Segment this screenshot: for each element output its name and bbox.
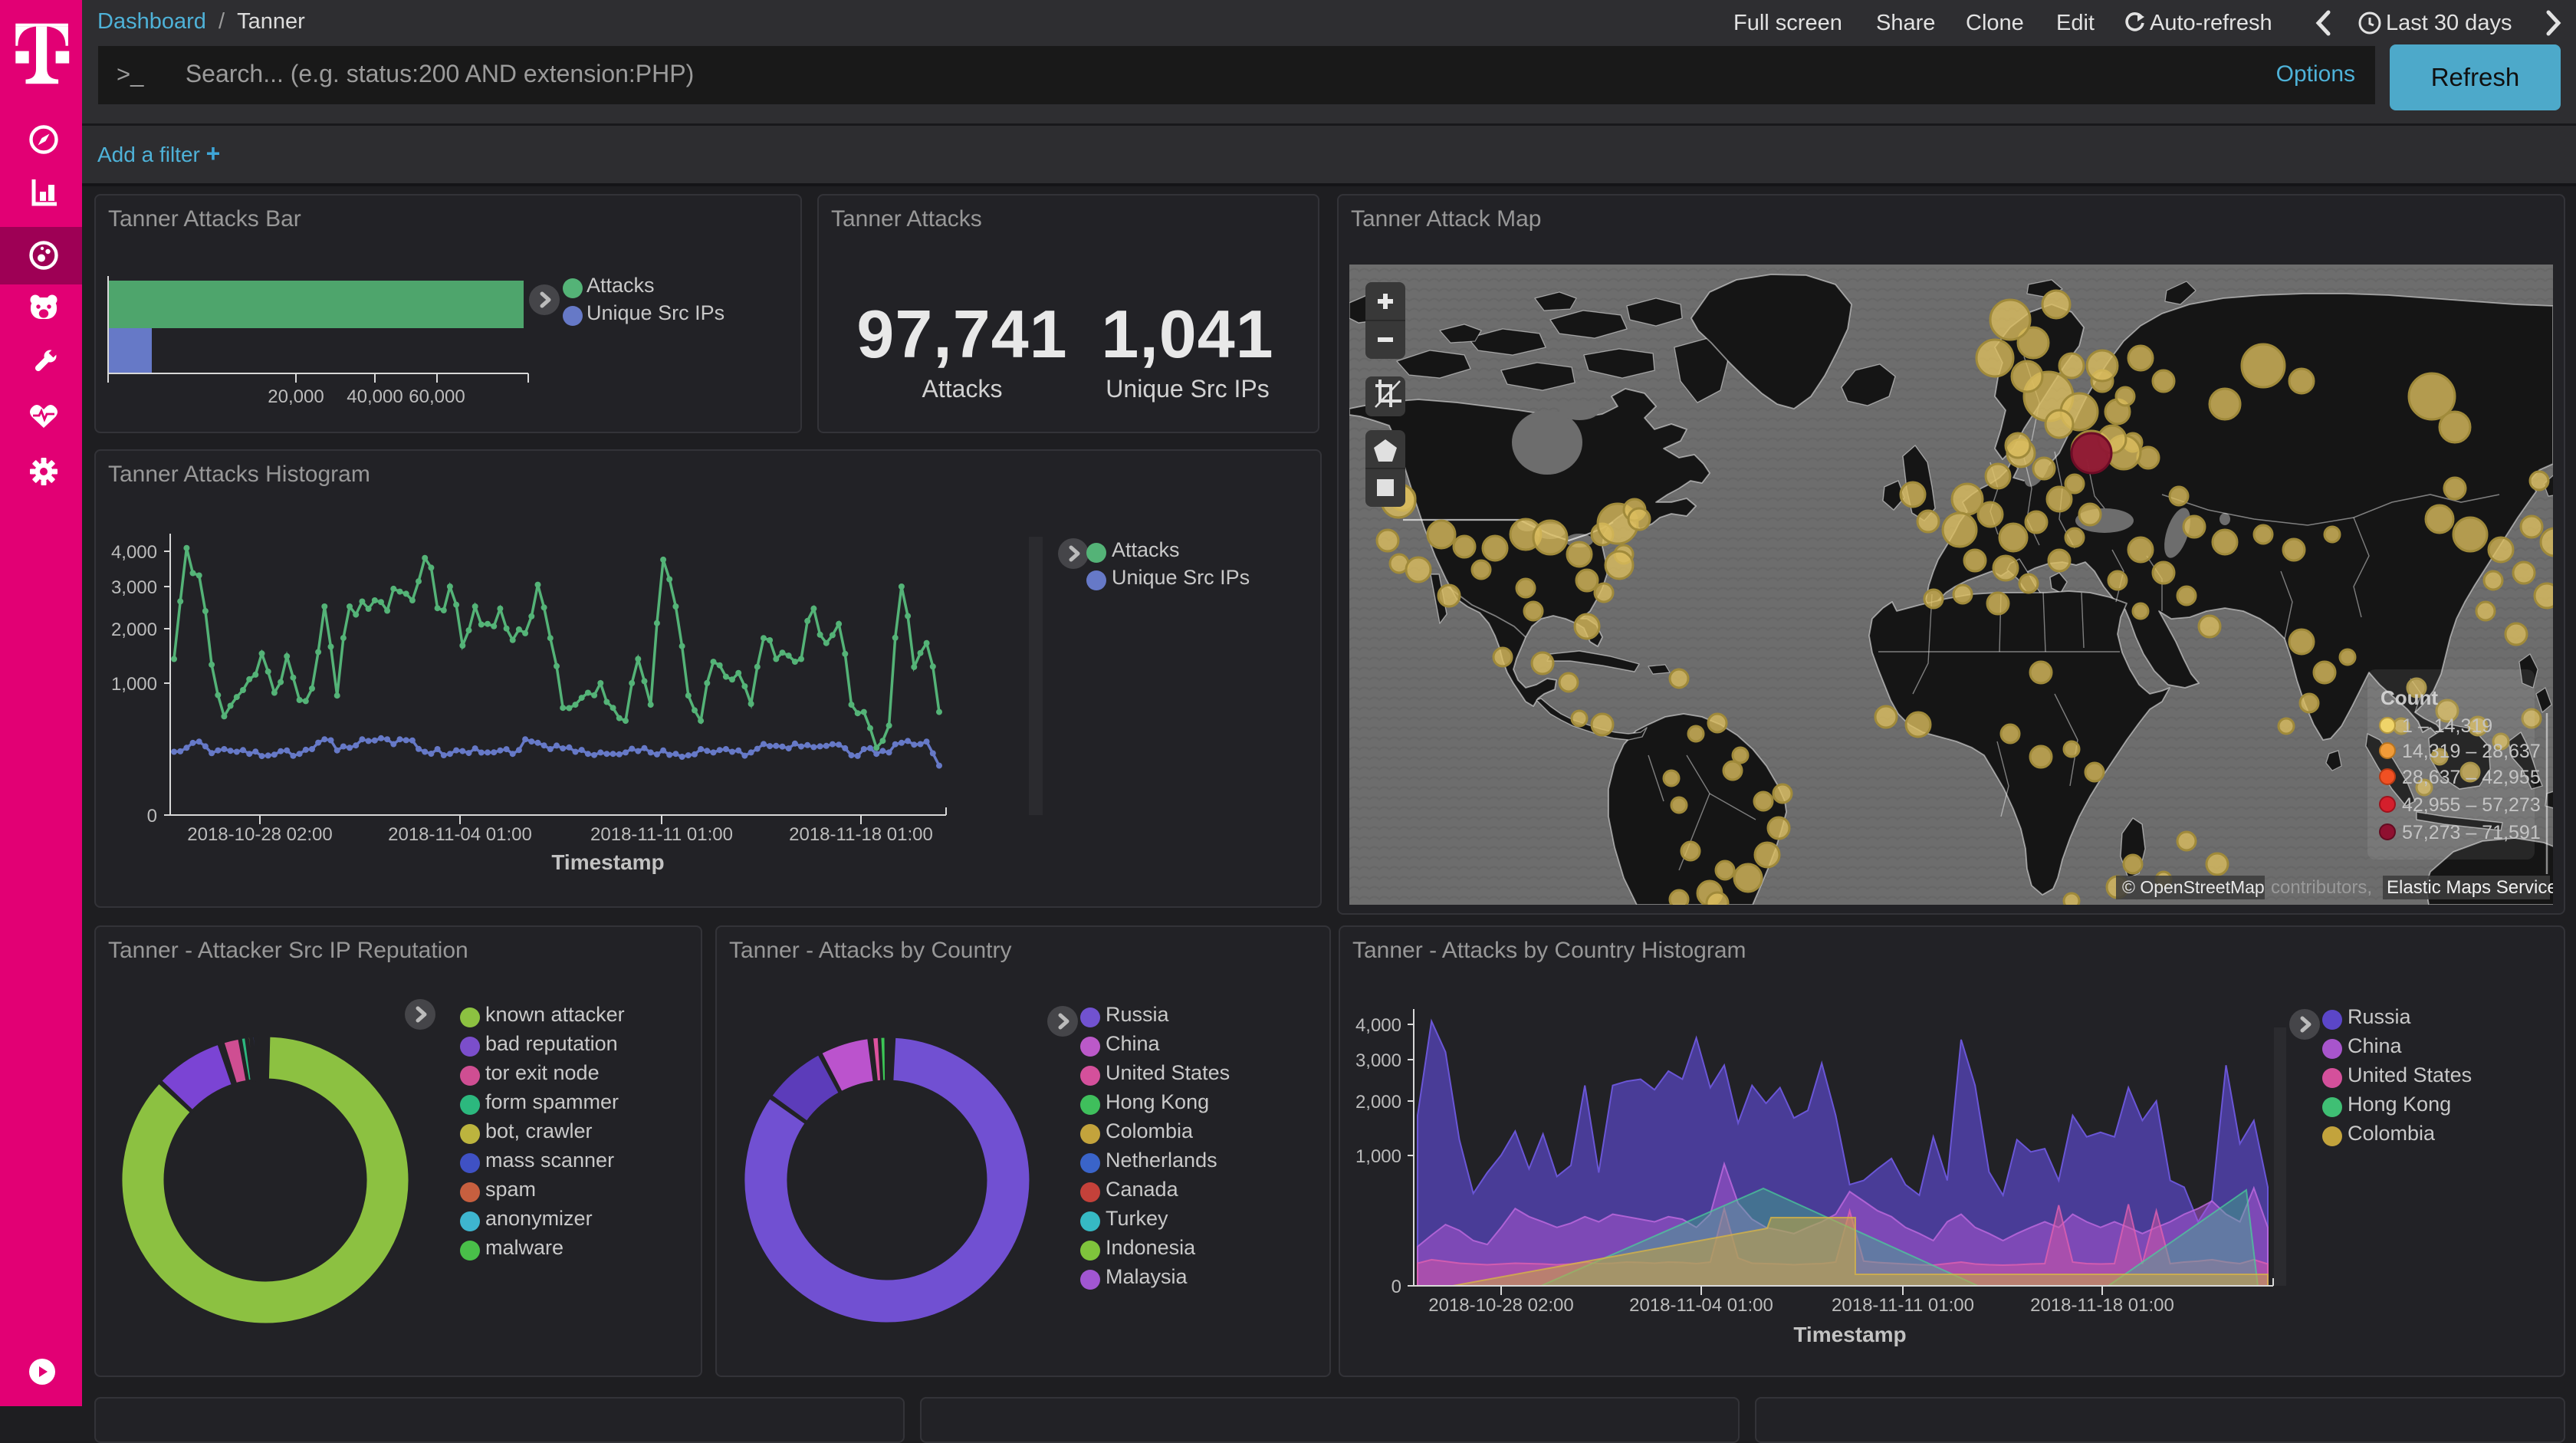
svg-text:2018-11-11 01:00: 2018-11-11 01:00	[590, 824, 733, 845]
svg-text:2018-11-18 01:00: 2018-11-18 01:00	[789, 824, 933, 845]
svg-text:Timestamp: Timestamp	[1793, 1323, 1906, 1346]
svg-text:1,000: 1,000	[1355, 1146, 1401, 1167]
svg-text:Elastic Maps Service: Elastic Maps Service	[2387, 877, 2553, 898]
svg-text:2018-11-04 01:00: 2018-11-04 01:00	[1629, 1295, 1773, 1316]
svg-text:4,000: 4,000	[1355, 1015, 1401, 1036]
svg-text:20,000: 20,000	[268, 386, 324, 407]
svg-text:1 – 14,319: 1 – 14,319	[2402, 715, 2492, 737]
svg-text:Timestamp: Timestamp	[551, 850, 664, 874]
svg-text:2,000: 2,000	[111, 620, 157, 640]
svg-text:0: 0	[1392, 1277, 1401, 1297]
svg-text:28,637 – 42,955: 28,637 – 42,955	[2402, 767, 2541, 788]
svg-text:40,000: 40,000	[347, 386, 402, 407]
svg-text:Count: Count	[2380, 686, 2438, 709]
svg-text:42,955 – 57,273: 42,955 – 57,273	[2402, 794, 2541, 816]
svg-text:2018-11-11 01:00: 2018-11-11 01:00	[1832, 1295, 1974, 1316]
svg-text:3,000: 3,000	[1355, 1050, 1401, 1071]
svg-text:2018-11-04 01:00: 2018-11-04 01:00	[388, 824, 532, 845]
svg-text:© OpenStreetMap: © OpenStreetMap	[2122, 877, 2265, 897]
svg-text:60,000: 60,000	[409, 386, 465, 407]
svg-text:2018-11-18 01:00: 2018-11-18 01:00	[2030, 1295, 2174, 1316]
svg-text:2018-10-28 02:00: 2018-10-28 02:00	[1428, 1295, 1574, 1316]
svg-text:14,319 – 28,637: 14,319 – 28,637	[2402, 741, 2541, 762]
svg-text:57,273 – 71,591: 57,273 – 71,591	[2402, 822, 2541, 843]
svg-text:0: 0	[147, 806, 157, 827]
svg-text:1,000: 1,000	[111, 674, 157, 695]
svg-text:4,000: 4,000	[111, 542, 157, 563]
svg-text:2,000: 2,000	[1355, 1092, 1401, 1113]
svg-text:contributors,: contributors,	[2271, 877, 2372, 898]
svg-text:3,000: 3,000	[111, 577, 157, 598]
svg-text:2018-10-28 02:00: 2018-10-28 02:00	[187, 824, 333, 845]
